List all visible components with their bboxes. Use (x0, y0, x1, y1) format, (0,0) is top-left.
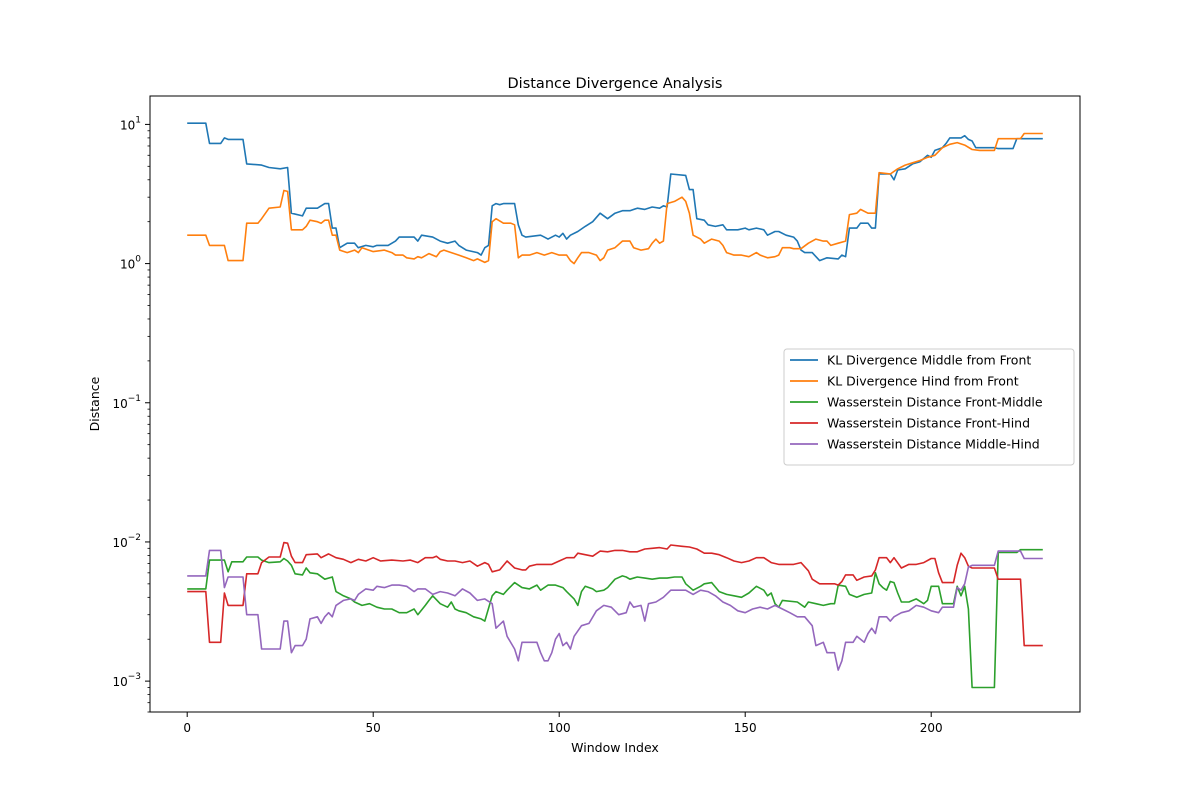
x-tick-label: 100 (548, 721, 571, 735)
series-line-1 (187, 122, 1043, 262)
series-line-5 (187, 549, 1043, 671)
x-tick-label: 0 (183, 721, 191, 735)
x-tick-label: 200 (920, 721, 943, 735)
legend: KL Divergence Middle from Front KL Diverg… (783, 348, 1075, 466)
y-tick-label: 100 (120, 255, 141, 272)
y-tick-label: 10−1 (112, 394, 141, 411)
y-tick-label: 10−2 (112, 533, 141, 550)
y-tick-label: 101 (120, 115, 141, 132)
series-line-2 (187, 132, 1043, 265)
y-axis-label: Distance (87, 376, 102, 431)
legend-entry: Wasserstein Distance Front-Middle (827, 395, 1043, 410)
series-line-3 (187, 548, 1043, 689)
legend-box (783, 348, 1075, 466)
x-tick-label: 50 (366, 721, 381, 735)
chart-title: Distance Divergence Analysis (508, 76, 723, 92)
series-line-4 (187, 541, 1043, 647)
legend-entry: Wasserstein Distance Middle-Hind (827, 437, 1040, 452)
legend-entry: KL Divergence Middle from Front (827, 353, 1031, 368)
x-tick-label: 150 (734, 721, 757, 735)
plot-lines (187, 122, 1043, 689)
y-axis: 10−3 10−2 10−1 100 101 (112, 115, 150, 713)
plot-frame (149, 95, 1081, 713)
x-axis-label: Window Index (571, 740, 659, 755)
legend-entry: Wasserstein Distance Front-Hind (827, 416, 1030, 431)
y-tick-label: 10−3 (112, 672, 141, 689)
legend-entry: KL Divergence Hind from Front (827, 374, 1019, 389)
x-axis: 0 50 100 150 200 (183, 712, 943, 735)
